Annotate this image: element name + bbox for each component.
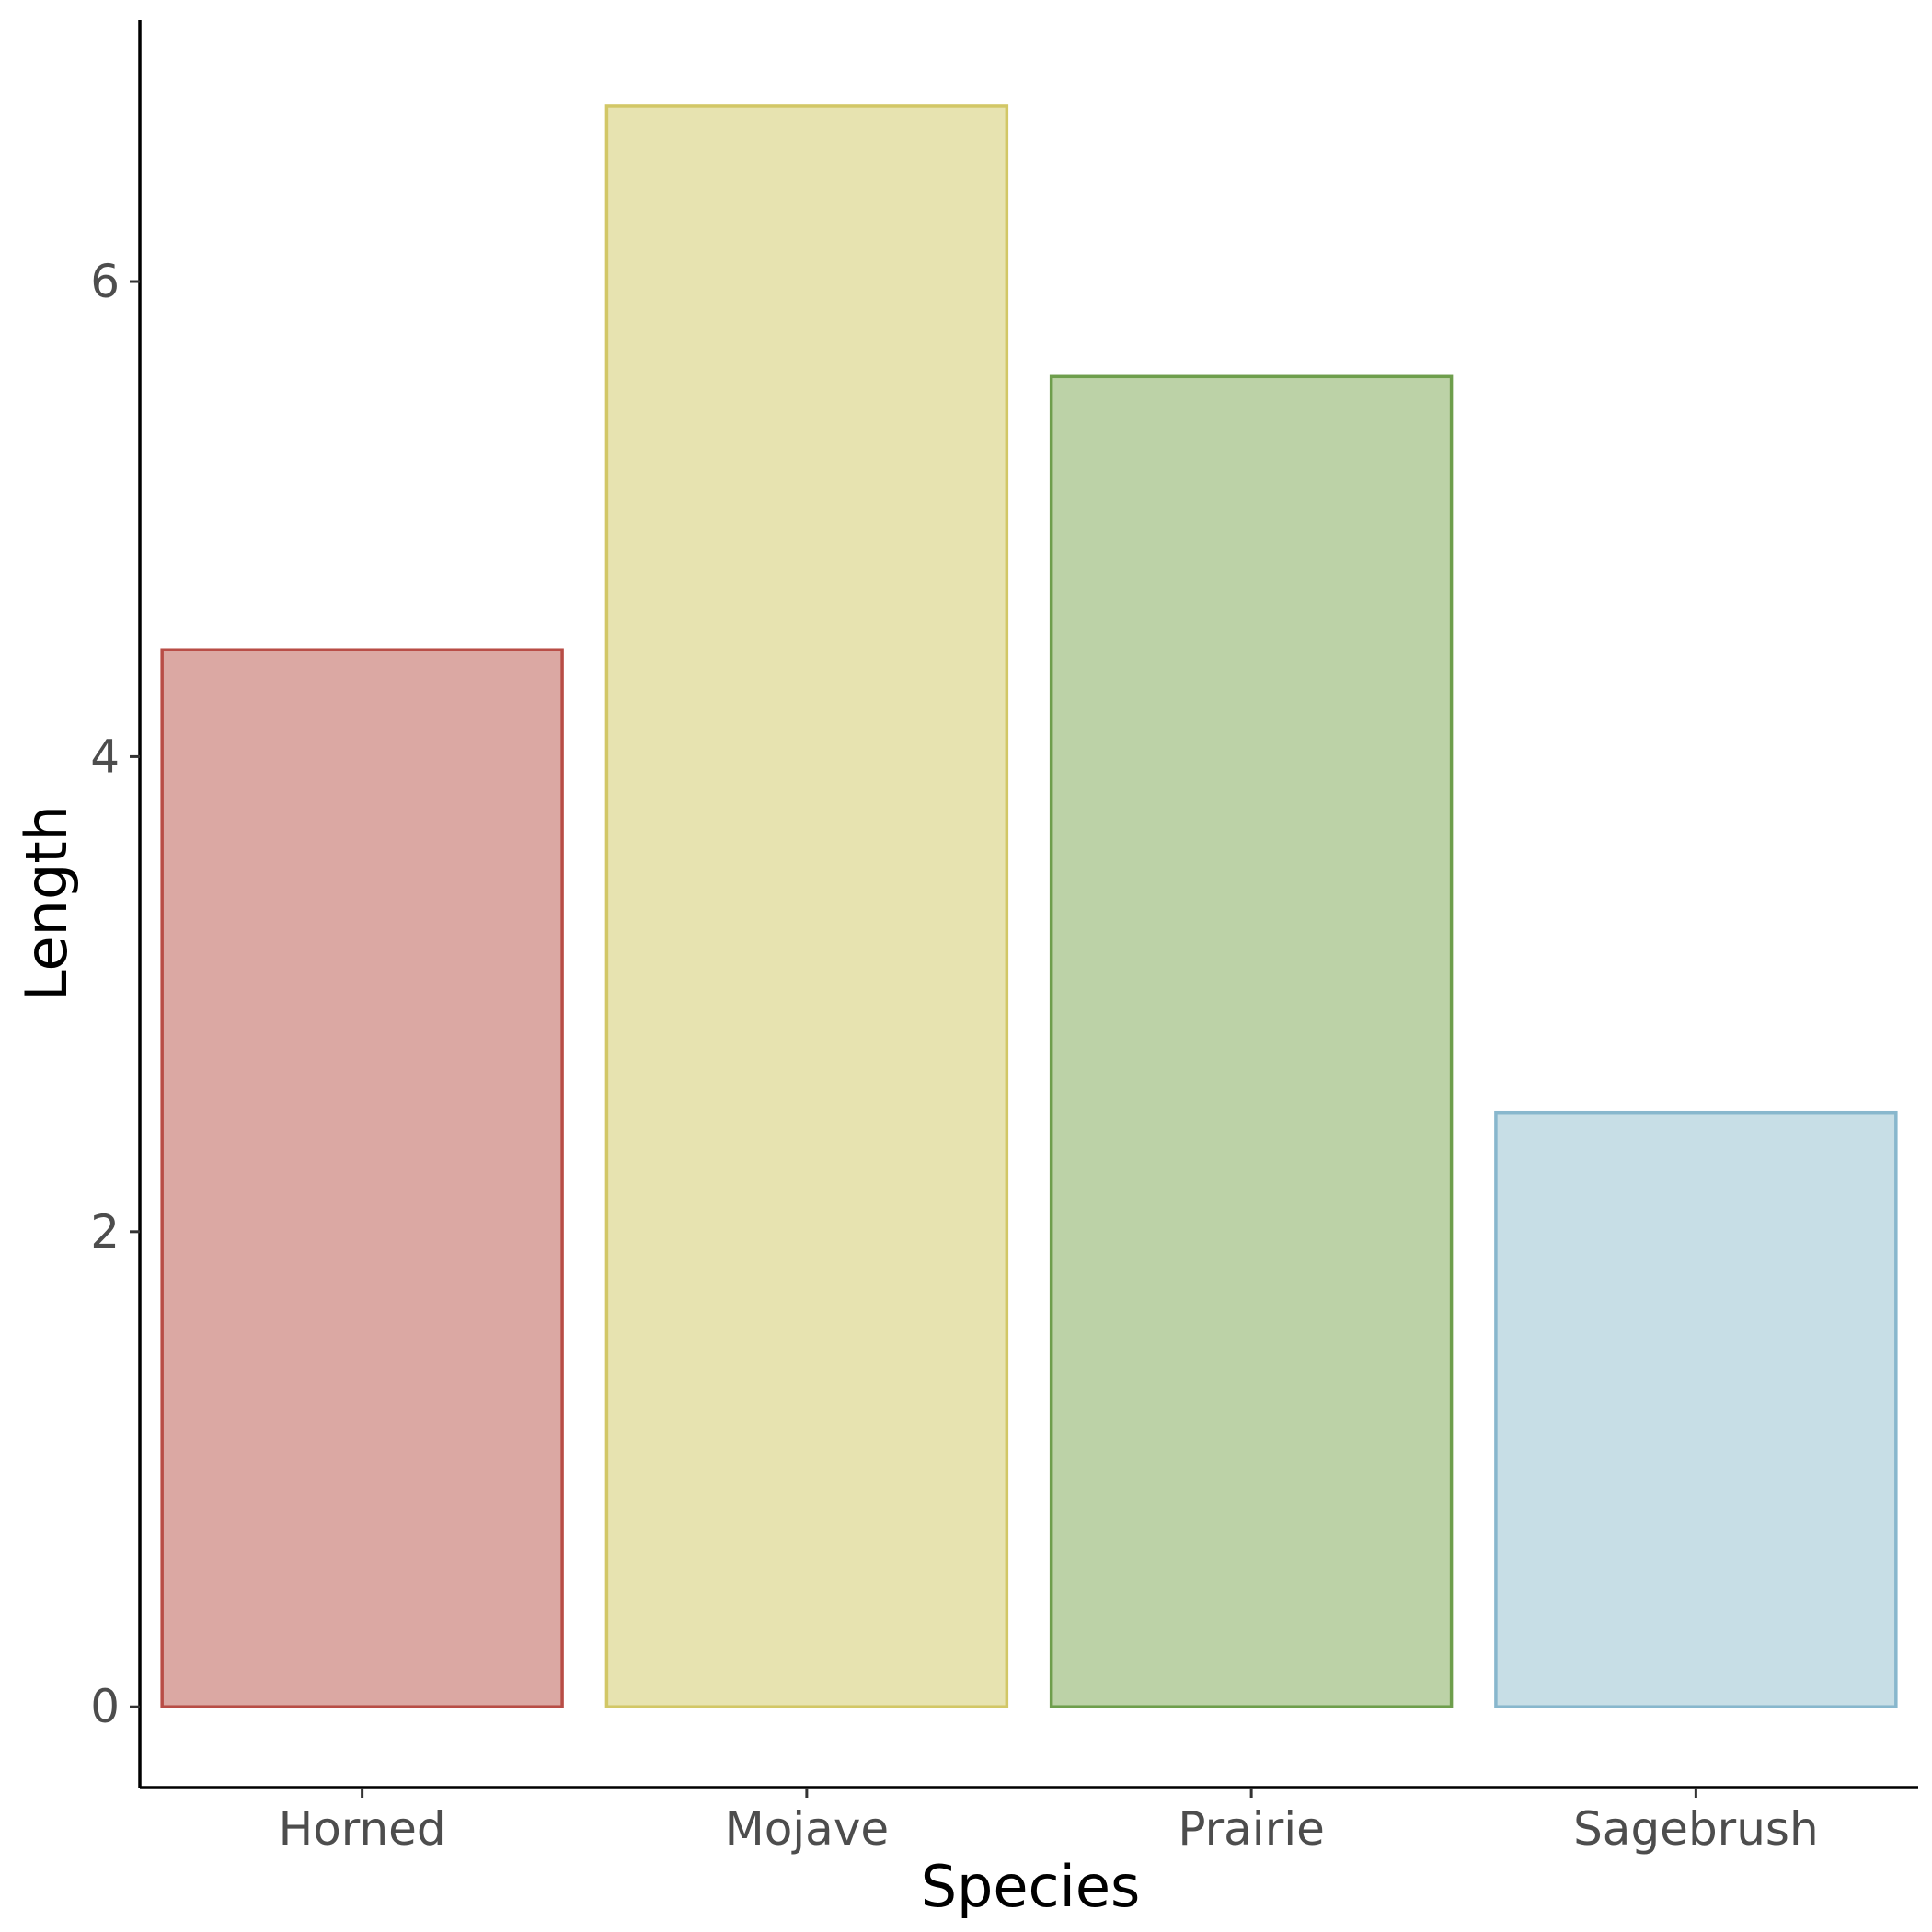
y-tick-label: 0 bbox=[90, 1680, 120, 1733]
x-tick-label-mojave: Mojave bbox=[725, 1802, 890, 1856]
x-axis-title: Species bbox=[921, 1853, 1141, 1920]
x-tick-label-prairie: Prairie bbox=[1178, 1802, 1325, 1856]
y-tick-label: 4 bbox=[90, 730, 120, 783]
x-tick-label-sagebrush: Sagebrush bbox=[1573, 1802, 1819, 1856]
y-axis-title: Length bbox=[13, 805, 80, 1002]
bar-sagebrush bbox=[1494, 1110, 1898, 1708]
y-axis: 0 2 4 6 bbox=[90, 20, 142, 1788]
bar-prairie bbox=[1049, 374, 1454, 1708]
bars-group bbox=[160, 104, 1898, 1708]
y-tick-label: 2 bbox=[90, 1205, 120, 1259]
y-tick-label: 6 bbox=[90, 255, 120, 308]
bar-mojave bbox=[604, 104, 1009, 1708]
x-tick-label-horned: Horned bbox=[279, 1802, 446, 1856]
bar-horned bbox=[160, 648, 564, 1708]
x-axis: Horned Mojave Prairie Sagebrush bbox=[140, 1786, 1918, 1856]
